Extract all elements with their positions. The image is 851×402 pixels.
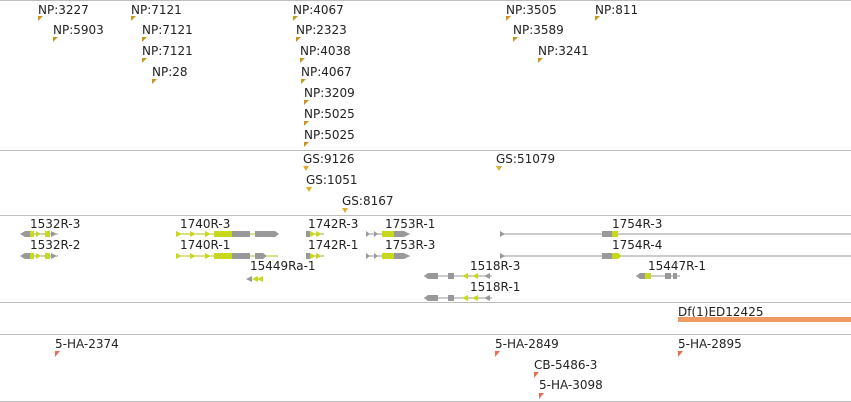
np-feature-marker[interactable] bbox=[53, 37, 58, 42]
insertion-marker[interactable] bbox=[495, 351, 500, 357]
track-divider-top bbox=[0, 0, 851, 1]
np-feature-marker[interactable] bbox=[293, 16, 298, 21]
gs-feature-marker[interactable] bbox=[306, 187, 312, 192]
gene-model-15449Ra-1[interactable] bbox=[246, 276, 263, 282]
np-feature-marker[interactable] bbox=[538, 58, 543, 63]
gs-feature-label[interactable]: GS:1051 bbox=[306, 173, 358, 187]
np-feature-marker[interactable] bbox=[38, 16, 43, 21]
insertion-label[interactable]: 5-HA-2895 bbox=[678, 337, 742, 351]
gs-feature-marker[interactable] bbox=[303, 166, 309, 171]
insertion-marker[interactable] bbox=[534, 372, 539, 378]
transcript-glyphs bbox=[20, 231, 851, 301]
np-feature-label[interactable]: NP:811 bbox=[595, 3, 639, 17]
np-feature-marker[interactable] bbox=[304, 121, 309, 126]
transcript-label[interactable]: 1742R-1 bbox=[308, 238, 359, 252]
gene-model-1754R-3[interactable] bbox=[500, 231, 851, 237]
np-feature-marker[interactable] bbox=[301, 79, 306, 84]
insertion-track: 5-HA-2374 5-HA-2849 CB-5486-3 5-HA-3098 … bbox=[0, 335, 851, 401]
np-feature-marker[interactable] bbox=[152, 79, 157, 84]
track-divider-np-gs bbox=[0, 150, 851, 151]
transcript-label[interactable]: 1742R-3 bbox=[308, 217, 359, 231]
np-feature-marker[interactable] bbox=[304, 142, 309, 147]
np-feature-label[interactable]: NP:3589 bbox=[513, 23, 564, 37]
np-feature-label[interactable]: NP:3227 bbox=[38, 3, 89, 17]
transcript-label[interactable]: 15447R-1 bbox=[648, 259, 706, 273]
np-feature-marker[interactable] bbox=[142, 58, 147, 63]
gene-model-1753R-3[interactable] bbox=[366, 253, 410, 259]
insertion-label[interactable]: 5-HA-2849 bbox=[495, 337, 559, 351]
gene-model-1742R-3[interactable] bbox=[306, 231, 324, 237]
deficiency-bar[interactable] bbox=[678, 317, 851, 322]
np-feature-label[interactable]: NP:4067 bbox=[293, 3, 344, 17]
transcript-track: 1532R-3 1532R-2 1740R-3 1740R-1 15449Ra-… bbox=[0, 216, 851, 302]
insertion-label[interactable]: CB-5486-3 bbox=[534, 358, 598, 372]
gene-model-15447R-1[interactable] bbox=[636, 273, 680, 279]
transcript-label[interactable]: 1753R-3 bbox=[385, 238, 436, 252]
gene-model-1754R-4[interactable] bbox=[500, 253, 851, 259]
transcript-label[interactable]: 1740R-3 bbox=[180, 217, 231, 231]
np-feature-label[interactable]: NP:3505 bbox=[506, 3, 557, 17]
np-feature-label[interactable]: NP:5903 bbox=[53, 23, 104, 37]
transcript-label[interactable]: 15449Ra-1 bbox=[250, 259, 316, 273]
gene-model-1532R-2[interactable] bbox=[20, 253, 58, 259]
deficiency-label[interactable]: Df(1)ED12425 bbox=[678, 305, 764, 319]
np-feature-label[interactable]: NP:28 bbox=[152, 65, 188, 79]
gs-feature-label[interactable]: GS:51079 bbox=[496, 152, 556, 166]
deficiency-track: Df(1)ED12425 bbox=[0, 303, 851, 334]
gs-feature-marker[interactable] bbox=[342, 208, 348, 213]
transcript-label[interactable]: 1518R-3 bbox=[470, 259, 521, 273]
insertion-marker[interactable] bbox=[539, 393, 544, 399]
transcript-label[interactable]: 1532R-3 bbox=[30, 217, 81, 231]
np-feature-marker[interactable] bbox=[300, 58, 305, 63]
np-feature-marker[interactable] bbox=[506, 16, 511, 21]
gs-feature-marker[interactable] bbox=[496, 166, 502, 171]
track-divider-df-insertions bbox=[0, 334, 851, 335]
insertion-marker[interactable] bbox=[55, 351, 60, 357]
np-feature-label[interactable]: NP:3209 bbox=[304, 86, 355, 100]
np-feature-marker[interactable] bbox=[142, 37, 147, 42]
gs-feature-track: GS:9126 GS:1051 GS:8167 GS:51079 bbox=[0, 151, 851, 215]
np-feature-label[interactable]: NP:5025 bbox=[304, 107, 355, 121]
np-feature-marker[interactable] bbox=[131, 16, 136, 21]
transcript-label[interactable]: 1753R-1 bbox=[385, 217, 436, 231]
insertion-label[interactable]: 5-HA-3098 bbox=[539, 378, 603, 392]
np-feature-marker[interactable] bbox=[296, 37, 301, 42]
transcript-label[interactable]: 1532R-2 bbox=[30, 238, 81, 252]
np-feature-marker[interactable] bbox=[304, 100, 309, 105]
transcript-label[interactable]: 1740R-1 bbox=[180, 238, 231, 252]
np-feature-label[interactable]: NP:4038 bbox=[300, 44, 351, 58]
transcript-label[interactable]: 1754R-4 bbox=[612, 238, 663, 252]
np-feature-label[interactable]: NP:7121 bbox=[142, 44, 193, 58]
transcript-label[interactable]: 1518R-1 bbox=[470, 280, 521, 294]
insertion-marker[interactable] bbox=[678, 351, 683, 357]
np-feature-label[interactable]: NP:7121 bbox=[142, 23, 193, 37]
np-feature-marker[interactable] bbox=[513, 37, 518, 42]
gene-model-1518R-1[interactable] bbox=[424, 295, 492, 301]
insertion-label[interactable]: 5-HA-2374 bbox=[55, 337, 119, 351]
np-feature-label[interactable]: NP:4067 bbox=[301, 65, 352, 79]
gene-model-1742R-1[interactable] bbox=[306, 253, 324, 259]
track-divider-transcripts-df bbox=[0, 302, 851, 303]
np-feature-label[interactable]: NP:5025 bbox=[304, 128, 355, 142]
np-feature-label[interactable]: NP:3241 bbox=[538, 44, 589, 58]
gene-model-1532R-3[interactable] bbox=[20, 231, 58, 237]
gs-feature-label[interactable]: GS:9126 bbox=[303, 152, 355, 166]
gs-feature-label[interactable]: GS:8167 bbox=[342, 194, 394, 208]
np-feature-track: NP:3227 NP:5903 NP:7121 NP:7121 NP:7121 … bbox=[0, 0, 851, 150]
np-feature-label[interactable]: NP:2323 bbox=[296, 23, 347, 37]
gene-model-1753R-1[interactable] bbox=[366, 231, 410, 237]
gene-model-1740R-3[interactable] bbox=[176, 231, 279, 237]
np-feature-label[interactable]: NP:7121 bbox=[131, 3, 182, 17]
transcript-label[interactable]: 1754R-3 bbox=[612, 217, 663, 231]
track-divider-gs-transcripts bbox=[0, 215, 851, 216]
gene-model-1740R-1[interactable] bbox=[176, 253, 278, 259]
np-feature-marker[interactable] bbox=[595, 16, 600, 21]
gene-model-1518R-3[interactable] bbox=[424, 273, 492, 279]
